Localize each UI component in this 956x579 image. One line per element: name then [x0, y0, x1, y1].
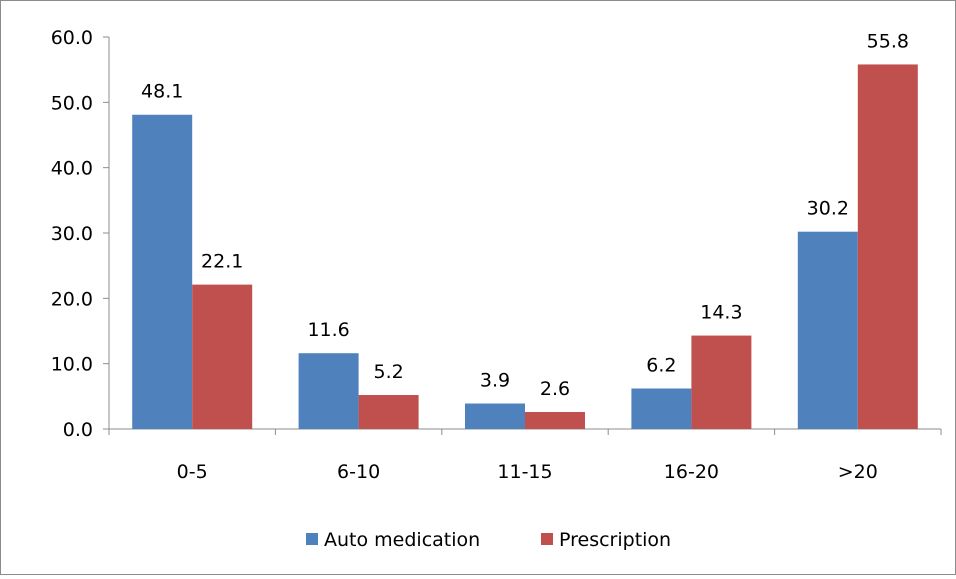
- legend-label: Auto medication: [324, 529, 480, 551]
- x-category-label: 16-20: [664, 461, 719, 483]
- data-label: 5.2: [373, 361, 403, 383]
- data-label: 14.3: [700, 302, 742, 324]
- x-axis: 0-5 6-10 11-15 16-20 >20: [108, 428, 942, 483]
- bar-prescription: [857, 64, 918, 429]
- bar-prescription: [192, 284, 253, 429]
- bar-auto-medication: [298, 353, 359, 429]
- bar-auto-medication: [797, 231, 858, 429]
- y-tick-label: 50.0: [51, 92, 93, 114]
- data-label: 55.8: [867, 30, 909, 52]
- data-label: 22.1: [201, 251, 243, 273]
- data-label: 3.9: [480, 370, 510, 392]
- x-category-label: 0-5: [177, 461, 208, 483]
- data-label: 30.2: [807, 198, 849, 220]
- data-label: 48.1: [141, 81, 183, 103]
- y-tick-label: 40.0: [51, 158, 93, 180]
- bar-auto-medication: [631, 388, 692, 429]
- data-label: 11.6: [307, 319, 349, 341]
- x-category-label: >20: [838, 461, 878, 483]
- x-category-label: 11-15: [497, 461, 552, 483]
- y-tick-label: 0.0: [63, 419, 93, 441]
- x-category-label: 6-10: [337, 461, 380, 483]
- bar-prescription: [358, 395, 419, 429]
- data-label: 6.2: [646, 354, 676, 376]
- data-labels: 48.1 22.1 11.6 5.2 3.9 2.6 6.2 14.3 30.2 55.8: [141, 30, 909, 400]
- bar-auto-medication: [465, 403, 525, 429]
- y-tick-label: 20.0: [51, 288, 93, 310]
- y-axis: 0.0 10.0 20.0 30.0 40.0 50.0 60.0: [51, 27, 110, 441]
- legend-swatch: [306, 533, 318, 545]
- bar-prescription: [691, 335, 752, 429]
- y-tick-label: 10.0: [51, 354, 93, 376]
- bars: [132, 64, 918, 429]
- data-label: 2.6: [540, 378, 570, 400]
- legend: Auto medication Prescription: [306, 529, 671, 551]
- legend-label: Prescription: [559, 529, 671, 551]
- bar-prescription: [525, 412, 585, 429]
- bar-auto-medication: [132, 114, 193, 429]
- y-tick-label: 60.0: [51, 27, 93, 49]
- y-tick-label: 30.0: [51, 223, 93, 245]
- legend-swatch: [541, 533, 553, 545]
